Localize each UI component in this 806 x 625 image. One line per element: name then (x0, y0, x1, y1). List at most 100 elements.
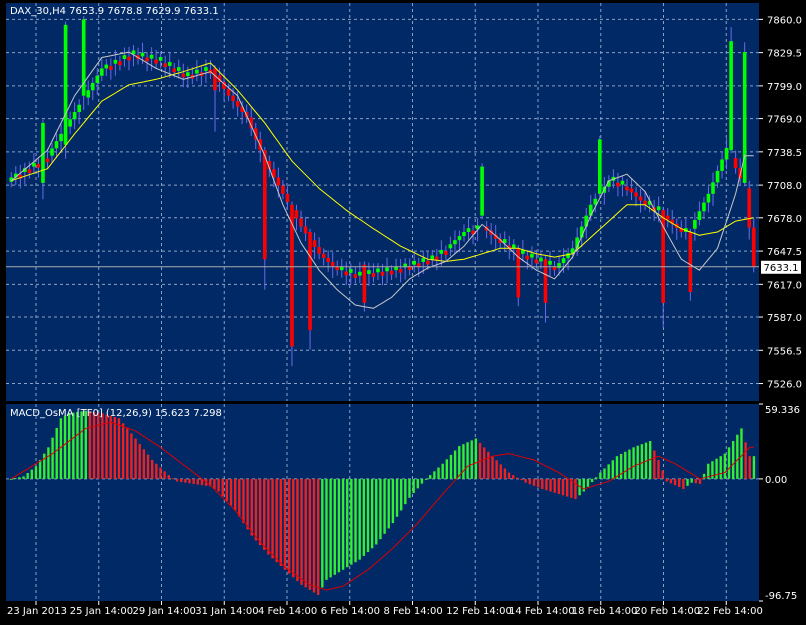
osma-bar (196, 478, 200, 485)
osma-bar (296, 478, 299, 582)
bullish-candle (113, 59, 118, 64)
bearish-candle (285, 193, 290, 202)
bearish-candle (163, 63, 168, 68)
osma-bar (702, 473, 706, 479)
osma-bar (565, 478, 569, 497)
osma-bar (354, 478, 357, 563)
bullish-candle (54, 141, 59, 149)
bullish-candle (593, 198, 598, 205)
osma-bar (117, 418, 121, 479)
bearish-candle (312, 240, 317, 247)
bearish-candle (45, 158, 50, 163)
osma-bar (150, 459, 154, 479)
osma-bar (399, 478, 403, 511)
bullish-candle (13, 173, 18, 178)
bearish-candle (262, 150, 267, 260)
bearish-candle (326, 257, 330, 262)
osma-bar (491, 456, 494, 479)
osma-bar (333, 478, 336, 575)
bearish-candle (249, 117, 254, 129)
bullish-candle (104, 64, 109, 69)
bullish-candle (742, 52, 747, 183)
osma-bar (225, 478, 229, 501)
osma-bar (51, 437, 54, 479)
osma-bar (678, 478, 681, 488)
osma-bar (188, 478, 191, 484)
bearish-candle (299, 218, 303, 227)
bullish-candle (394, 266, 398, 271)
osma-bar (719, 456, 722, 479)
bullish-candle (167, 62, 172, 66)
bearish-candle (493, 234, 498, 239)
time-tick-label: 20 Feb 14:00 (635, 606, 701, 617)
osma-bar (221, 478, 224, 497)
osma-bar (84, 410, 87, 479)
bullish-candle (204, 67, 208, 71)
bearish-candle (294, 210, 299, 219)
osma-bar (72, 412, 75, 479)
osma-bar (541, 478, 544, 489)
bullish-candle (176, 67, 181, 71)
bullish-candle (158, 56, 163, 61)
osma-bar (520, 478, 523, 481)
osma-bar (462, 444, 465, 479)
indicator-tick-label: 59.336 (765, 405, 800, 416)
bearish-candle (751, 227, 756, 267)
osma-bar (358, 478, 361, 560)
bearish-candle (231, 95, 235, 102)
osma-bar (686, 478, 689, 486)
bearish-candle (643, 200, 647, 205)
bearish-candle (507, 245, 512, 250)
osma-bar (420, 478, 424, 484)
bullish-candle (122, 55, 127, 59)
bullish-candle (566, 253, 570, 259)
osma-bar (59, 418, 63, 479)
osma-bar (424, 478, 428, 480)
bullish-candle (466, 228, 471, 232)
osma-bar (370, 478, 374, 549)
bullish-candle (149, 54, 154, 59)
osma-bar (595, 477, 598, 479)
osma-bar (18, 477, 21, 479)
bearish-candle (281, 185, 285, 194)
osma-bar (254, 478, 258, 541)
osma-bar (582, 478, 585, 492)
osma-bar (690, 478, 693, 483)
time-tick-label: 22 Feb 14:00 (697, 606, 763, 617)
osma-bar (209, 478, 212, 487)
osma-bar (350, 478, 353, 565)
osma-bar (507, 472, 511, 479)
osma-bar (599, 472, 602, 479)
osma-bar (300, 478, 303, 585)
osma-bar (657, 459, 660, 479)
osma-bar (113, 417, 117, 479)
osma-bar (707, 463, 710, 479)
osma-bar (283, 478, 287, 570)
osma-bar (561, 478, 565, 496)
bullish-candle (597, 139, 602, 194)
bearish-candle (516, 248, 521, 298)
osma-bar (615, 456, 619, 479)
osma-bar (192, 478, 195, 484)
time-tick-label: 14 Feb 14:00 (509, 606, 575, 617)
bearish-candle (525, 255, 530, 260)
osma-bar (395, 478, 399, 517)
panel-separator[interactable] (0, 401, 806, 404)
bullish-candle (539, 257, 543, 262)
bullish-candle (23, 168, 27, 173)
bullish-candle (607, 180, 611, 187)
osma-bar (229, 478, 233, 506)
candle-bodies (9, 19, 756, 347)
time-tick-label: 23 Jan 2013 (7, 606, 67, 617)
bullish-candle (579, 226, 584, 238)
osma-bar (375, 478, 378, 545)
osma-bar (632, 447, 635, 479)
osma-bar (449, 454, 453, 479)
osma-bar (470, 440, 473, 479)
bullish-candle (195, 69, 199, 74)
price-tick-label: 7769.0 (767, 115, 802, 126)
osma-bar (619, 453, 623, 479)
bullish-candle (588, 204, 593, 216)
